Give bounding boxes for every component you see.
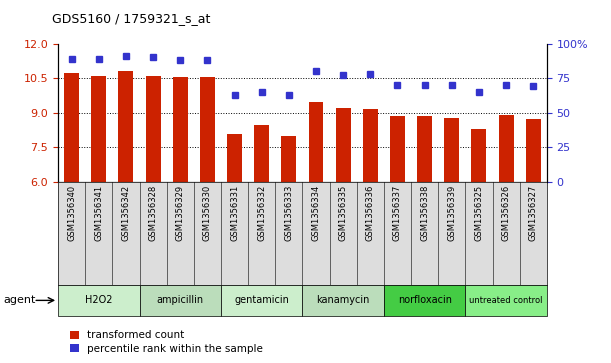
Text: norfloxacin: norfloxacin	[398, 295, 452, 305]
Text: untreated control: untreated control	[469, 296, 543, 305]
Bar	[444, 118, 459, 182]
Text: GSM1356335: GSM1356335	[338, 185, 348, 241]
Bar	[472, 129, 486, 182]
Bar	[254, 125, 269, 182]
Bar	[282, 135, 296, 182]
Bar	[499, 115, 514, 182]
Text: H2O2: H2O2	[85, 295, 112, 305]
Text: GDS5160 / 1759321_s_at: GDS5160 / 1759321_s_at	[52, 12, 210, 25]
Text: GSM1356332: GSM1356332	[257, 185, 266, 241]
Bar	[335, 108, 351, 182]
Bar	[173, 77, 188, 182]
Bar	[58, 285, 139, 316]
Text: GSM1356341: GSM1356341	[94, 185, 103, 241]
Bar	[119, 71, 133, 182]
Bar	[64, 73, 79, 182]
Text: GSM1356325: GSM1356325	[475, 185, 483, 241]
Bar	[384, 285, 466, 316]
Text: GSM1356340: GSM1356340	[67, 185, 76, 241]
Text: GSM1356331: GSM1356331	[230, 185, 239, 241]
Bar	[302, 285, 384, 316]
Bar	[417, 116, 432, 182]
Bar	[309, 102, 323, 182]
Text: GSM1356328: GSM1356328	[148, 185, 158, 241]
Bar	[139, 285, 221, 316]
Text: agent: agent	[3, 295, 35, 305]
Bar	[363, 109, 378, 182]
Text: kanamycin: kanamycin	[316, 295, 370, 305]
Text: GSM1356339: GSM1356339	[447, 185, 456, 241]
Bar	[145, 76, 161, 182]
Text: GSM1356336: GSM1356336	[366, 185, 375, 241]
Text: GSM1356330: GSM1356330	[203, 185, 212, 241]
Text: GSM1356327: GSM1356327	[529, 185, 538, 241]
Bar	[221, 285, 302, 316]
Text: GSM1356326: GSM1356326	[502, 185, 511, 241]
Text: gentamicin: gentamicin	[234, 295, 289, 305]
Bar	[91, 76, 106, 182]
Text: GSM1356338: GSM1356338	[420, 185, 429, 241]
Bar	[227, 134, 242, 182]
Bar	[390, 116, 405, 182]
Legend: transformed count, percentile rank within the sample: transformed count, percentile rank withi…	[67, 326, 267, 358]
Text: ampicillin: ampicillin	[156, 295, 204, 305]
Text: GSM1356329: GSM1356329	[176, 185, 185, 241]
Text: GSM1356333: GSM1356333	[284, 185, 293, 241]
Text: GSM1356337: GSM1356337	[393, 185, 402, 241]
Bar	[466, 285, 547, 316]
Bar	[200, 77, 215, 182]
Bar	[526, 119, 541, 182]
Text: GSM1356334: GSM1356334	[312, 185, 321, 241]
Text: GSM1356342: GSM1356342	[122, 185, 130, 241]
